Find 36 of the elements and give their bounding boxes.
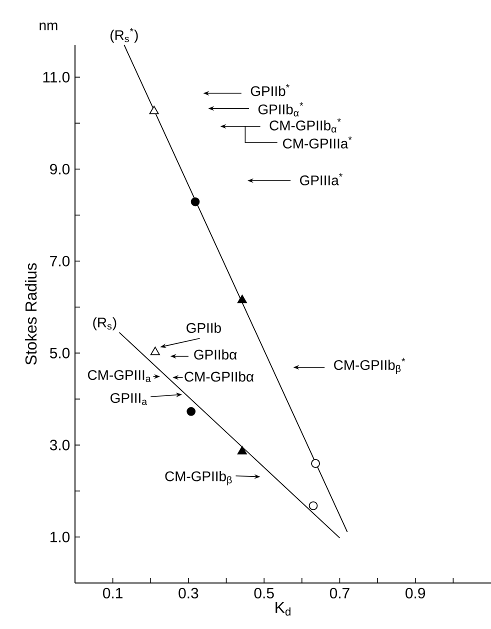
- x-tick-label: 0.1: [103, 588, 122, 598]
- y-tick-label: 1.0: [50, 532, 70, 542]
- x-tick-label: 0.5: [254, 588, 274, 598]
- annotation: CM-GPIII$_{a}$: [88, 370, 151, 382]
- point: [237, 294, 247, 304]
- y-axis-title: Stokes Radius: [24, 263, 37, 365]
- series-label: (R$_{s}$$^{*}$): [110, 28, 138, 43]
- annotation: GPIIIa$^{*}$: [300, 173, 342, 186]
- annotation: GPIIb: [186, 322, 221, 333]
- series-label: (R$_{s}$): [93, 317, 116, 330]
- annotation: CM-GPIIb$_{β}$: [165, 471, 232, 486]
- x-tick-label: 0.7: [330, 588, 350, 598]
- annotation: GPIIb$^{*}$: [250, 84, 290, 96]
- point: [149, 106, 159, 114]
- point: [186, 407, 196, 416]
- y-tick-label: 3.0: [50, 440, 70, 450]
- y-tick-label: 5.0: [50, 348, 70, 358]
- point: [150, 346, 160, 356]
- y-tick-label: 9.0: [50, 164, 70, 174]
- annotation: GPIIbα: [194, 349, 237, 360]
- y-tick-label: 11.0: [43, 72, 70, 82]
- x-tick-label: 0.3: [178, 588, 198, 598]
- annotation: CM-GPIIIa$^{*}$: [283, 136, 352, 149]
- point: [308, 501, 318, 510]
- point: [190, 197, 200, 206]
- point: [237, 446, 247, 454]
- annotation: CM-GPIIb$_{β}$*: [334, 358, 406, 374]
- annotation: CM-GPIIb$_{α}$*: [270, 118, 341, 133]
- x-tick-label: 0.9: [406, 588, 426, 598]
- y-tick-label: 7.0: [50, 256, 70, 266]
- annotation: CM-GPIIbα: [184, 371, 254, 382]
- annotation: GPIII$_{a}$: [110, 393, 148, 406]
- text: nm: [40, 22, 58, 30]
- annotation: GPIIb$_{α}$*: [258, 102, 304, 116]
- x-axis-title: K$_{d}$: [276, 602, 290, 616]
- point: [311, 459, 320, 468]
